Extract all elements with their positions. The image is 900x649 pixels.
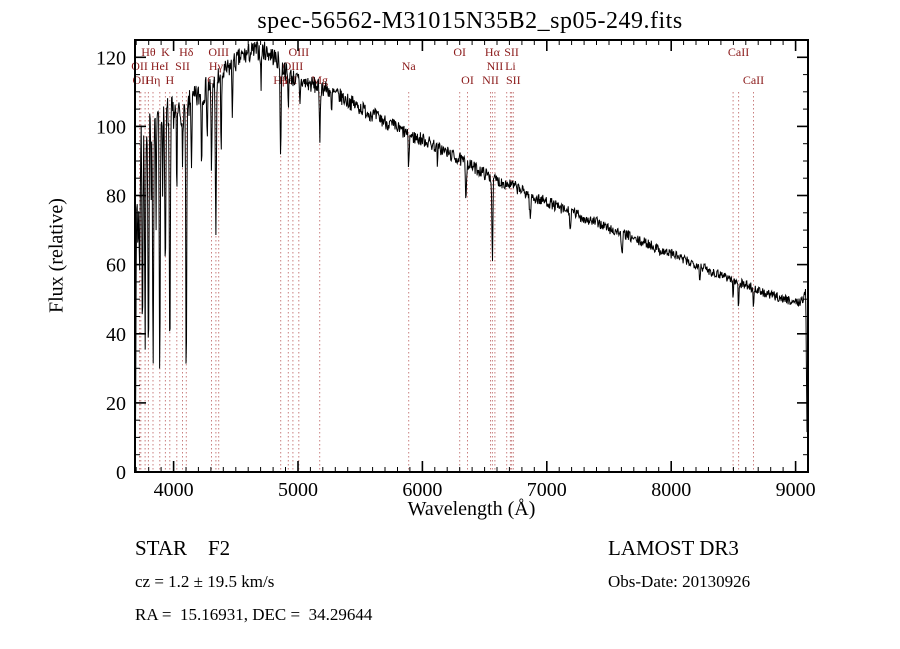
x-tick-label: 9000 bbox=[776, 479, 816, 501]
plot-title: spec-56562-M31015N35B2_sp05-249.fits bbox=[257, 8, 683, 34]
spectral-line-label: Hθ bbox=[141, 45, 156, 59]
spectrum-line bbox=[134, 40, 808, 471]
spectral-line-label: OIII bbox=[208, 45, 229, 59]
spectral-line-label: CaII bbox=[743, 73, 764, 87]
plot-border bbox=[134, 39, 809, 473]
spectral-line-label: OI bbox=[461, 73, 474, 87]
cz-value: cz = 1.2 ± 19.5 km/s bbox=[135, 572, 275, 591]
y-tick-label: 40 bbox=[106, 324, 126, 346]
spectral-line-label: Hγ bbox=[209, 59, 224, 73]
x-tick-label: 7000 bbox=[527, 479, 567, 501]
x-tick-label: 6000 bbox=[402, 479, 442, 501]
spectral-line-label: Hη bbox=[146, 73, 161, 87]
spectral-line-label: CaII bbox=[728, 45, 749, 59]
spectral-line-label: SII bbox=[175, 59, 190, 73]
y-axis-label: Flux (relative) bbox=[45, 198, 68, 314]
y-tick-label: 80 bbox=[106, 186, 126, 208]
y-tick-label: 120 bbox=[96, 47, 126, 69]
object-class-label: STAR F2 bbox=[135, 536, 231, 560]
spectral-line-label: Hα bbox=[485, 45, 501, 59]
spectral-line-label: Li bbox=[505, 59, 516, 73]
spectral-line-label: NII bbox=[482, 73, 499, 87]
spectral-line-label: K bbox=[161, 45, 170, 59]
spectral-line-label: HeI bbox=[151, 59, 169, 73]
survey-label: LAMOST DR3 bbox=[608, 536, 739, 560]
spectral-line-label: SII bbox=[506, 73, 521, 87]
spectral-line-label: OII bbox=[131, 59, 148, 73]
spectral-line-label: OIII bbox=[288, 45, 309, 59]
spectral-line-label: Hδ bbox=[179, 45, 194, 59]
spectral-line-label: G bbox=[207, 73, 216, 87]
y-tick-label: 100 bbox=[96, 116, 126, 138]
spectral-line-label: NII bbox=[487, 59, 504, 73]
coordinates: RA = 15.16931, DEC = 34.29644 bbox=[135, 605, 373, 624]
y-tick-label: 0 bbox=[116, 462, 126, 484]
spectral-line-label: OII bbox=[132, 73, 149, 87]
spectral-line-label: SII bbox=[504, 45, 519, 59]
spectral-line-label: OI bbox=[453, 45, 466, 59]
spectral-line-label: OIII bbox=[283, 59, 304, 73]
x-axis-label: Wavelength (Å) bbox=[407, 498, 536, 520]
x-tick-label: 4000 bbox=[154, 479, 194, 501]
x-tick-label: 8000 bbox=[651, 479, 691, 501]
spectral-line-label: H bbox=[165, 73, 174, 87]
spectral-line-label: Hβ bbox=[273, 73, 288, 87]
y-tick-label: 60 bbox=[106, 255, 126, 277]
y-tick-label: 20 bbox=[106, 393, 126, 415]
x-tick-label: 5000 bbox=[278, 479, 318, 501]
obs-date: Obs-Date: 20130926 bbox=[608, 572, 751, 591]
spectral-line-label: Na bbox=[402, 59, 417, 73]
